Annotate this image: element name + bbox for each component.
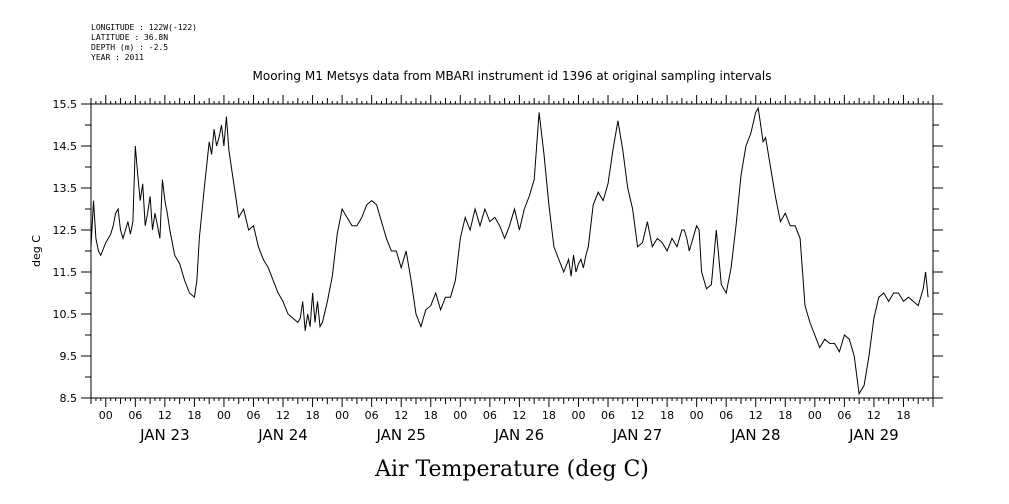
y-tick-label: 13.5 bbox=[53, 182, 78, 195]
metadata-block: LONGITUDE : 122W(-122) LATITUDE : 36.8N … bbox=[91, 23, 197, 62]
x-hour-tick-label: 06 bbox=[483, 409, 497, 422]
x-hour-tick-label: 18 bbox=[660, 409, 674, 422]
metadata-latitude: LATITUDE : 36.8N bbox=[91, 33, 168, 42]
x-day-tick-label: JAN 29 bbox=[848, 426, 899, 444]
x-hour-tick-label: 00 bbox=[453, 409, 467, 422]
x-hour-tick-label: 06 bbox=[719, 409, 733, 422]
chart-title: Mooring M1 Metsys data from MBARI instru… bbox=[253, 69, 772, 83]
x-hour-tick-label: 12 bbox=[158, 409, 172, 422]
x-day-tick-label: JAN 28 bbox=[730, 426, 781, 444]
x-hour-tick-label: 18 bbox=[187, 409, 201, 422]
y-tick-label: 8.5 bbox=[60, 392, 78, 405]
x-hour-tick-label: 00 bbox=[571, 409, 585, 422]
x-hour-tick-label: 12 bbox=[749, 409, 763, 422]
x-hour-tick-label: 12 bbox=[394, 409, 408, 422]
x-hour-tick-label: 18 bbox=[896, 409, 910, 422]
y-axis-label: deg C bbox=[30, 235, 43, 267]
x-axis-label: Air Temperature (deg C) bbox=[374, 457, 649, 482]
x-hour-tick-label: 06 bbox=[365, 409, 379, 422]
x-hour-tick-label: 12 bbox=[276, 409, 290, 422]
x-hour-tick-label: 00 bbox=[99, 409, 113, 422]
x-hour-tick-label: 18 bbox=[542, 409, 556, 422]
y-tick-label: 11.5 bbox=[53, 266, 78, 279]
x-hour-tick-label: 00 bbox=[690, 409, 704, 422]
x-hour-tick-label: 12 bbox=[867, 409, 881, 422]
metadata-depth: DEPTH (m) : -2.5 bbox=[91, 43, 168, 52]
x-hour-tick-label: 18 bbox=[306, 409, 320, 422]
x-hour-tick-label: 00 bbox=[217, 409, 231, 422]
x-hour-tick-label: 00 bbox=[335, 409, 349, 422]
x-hour-tick-label: 00 bbox=[808, 409, 822, 422]
x-day-tick-label: JAN 24 bbox=[257, 426, 308, 444]
axes: 8.5 9.5 10.5 11.5 12.5 13.5 14.5 15.5 00 06 12 18 00… bbox=[53, 95, 943, 444]
plot-frame bbox=[90, 103, 934, 399]
x-hour-tick-label: 06 bbox=[601, 409, 615, 422]
x-hour-tick-label: 06 bbox=[837, 409, 851, 422]
y-tick-label: 14.5 bbox=[53, 140, 78, 153]
series-line bbox=[90, 106, 929, 396]
x-hour-tick-label: 12 bbox=[631, 409, 645, 422]
x-day-tick-label: JAN 26 bbox=[494, 426, 545, 444]
x-hour-tick-label: 18 bbox=[424, 409, 438, 422]
metadata-year: YEAR : 2011 bbox=[91, 53, 144, 62]
y-tick-label: 9.5 bbox=[60, 350, 78, 363]
x-hour-tick-label: 18 bbox=[778, 409, 792, 422]
x-hour-tick-label: 12 bbox=[512, 409, 526, 422]
x-day-tick-label: JAN 25 bbox=[375, 426, 426, 444]
y-tick-label: 12.5 bbox=[53, 224, 78, 237]
x-hour-tick-label: 06 bbox=[128, 409, 142, 422]
metadata-longitude: LONGITUDE : 122W(-122) bbox=[91, 23, 197, 32]
y-tick-label: 15.5 bbox=[53, 98, 78, 111]
y-tick-label: 10.5 bbox=[53, 308, 78, 321]
x-day-tick-label: JAN 23 bbox=[139, 426, 190, 444]
x-day-tick-label: JAN 27 bbox=[612, 426, 663, 444]
x-hour-tick-label: 06 bbox=[246, 409, 260, 422]
